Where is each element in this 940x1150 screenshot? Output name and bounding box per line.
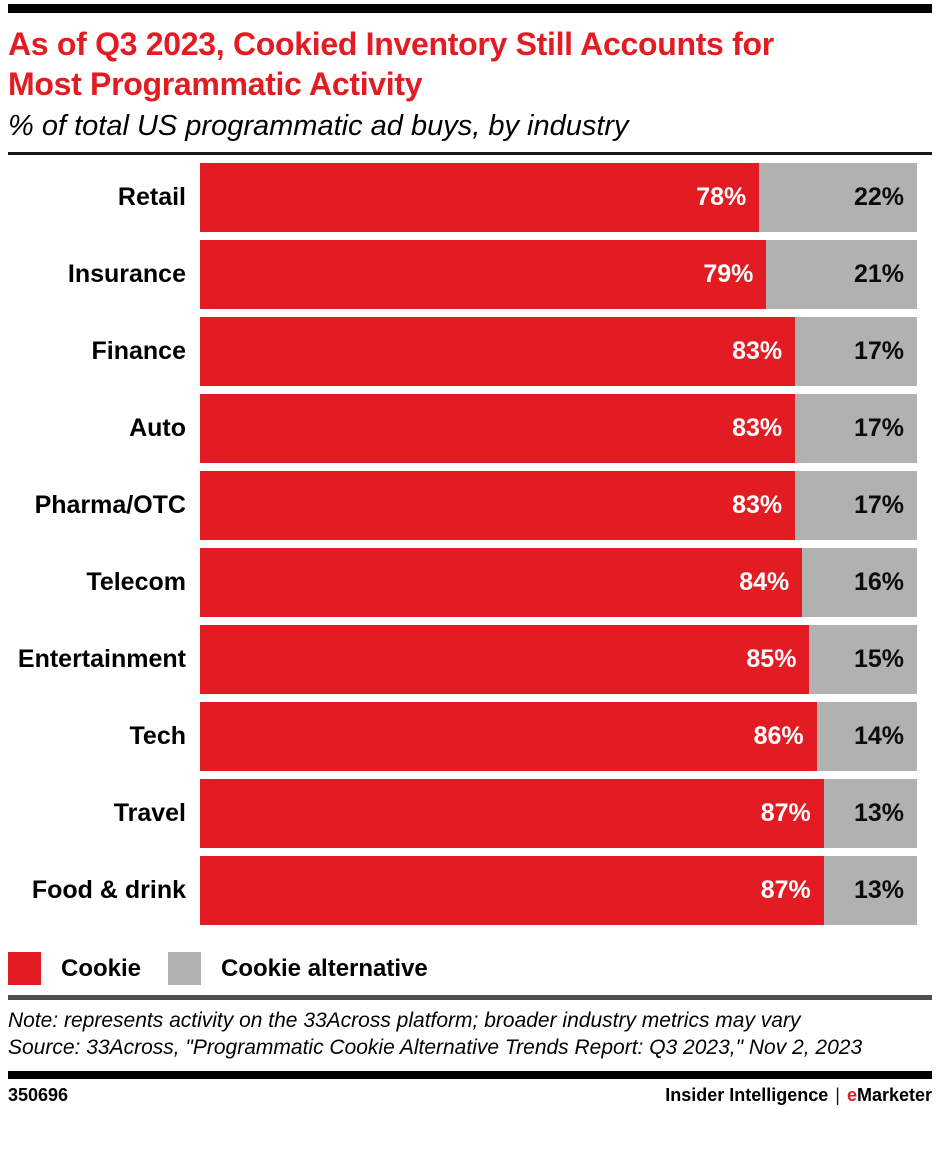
cookie-bar-segment: 83% bbox=[200, 471, 796, 540]
cookie-alternative-bar-segment: 17% bbox=[795, 471, 917, 540]
notes-divider bbox=[8, 995, 932, 1000]
category-label: Entertainment bbox=[17, 645, 186, 673]
cookie-alternative-bar-segment: 21% bbox=[766, 240, 917, 309]
cookie-alternative-bar-segment: 13% bbox=[823, 779, 917, 848]
emarketer-wordmark-e: e bbox=[846, 1085, 857, 1105]
brand-separator: | bbox=[835, 1085, 840, 1105]
cookie-legend-swatch bbox=[8, 952, 41, 985]
category-label: Food & drink bbox=[31, 876, 186, 904]
cookie-alternative-bar-segment: 17% bbox=[795, 317, 917, 386]
category-label: Tech bbox=[129, 722, 187, 750]
bar-track: 83% 17% bbox=[200, 317, 917, 386]
chart-page: As of Q3 2023, Cookied Inventory Still A… bbox=[0, 4, 940, 1106]
bar-row: Tech 86% 14% bbox=[8, 702, 917, 771]
category-label: Pharma/OTC bbox=[34, 491, 186, 519]
insider-intelligence-wordmark: Insider Intelligence bbox=[665, 1085, 829, 1105]
bar-track: 83% 17% bbox=[200, 471, 917, 540]
notes-block: Note: represents activity on the 33Acros… bbox=[8, 1007, 932, 1061]
cookie-bar-segment: 83% bbox=[200, 394, 796, 463]
cookie-alternative-bar-segment: 22% bbox=[759, 163, 917, 232]
bar-row: Finance 83% 17% bbox=[8, 317, 917, 386]
cookie-bar-segment: 84% bbox=[200, 548, 803, 617]
cookie-alternative-bar-segment: 17% bbox=[795, 394, 917, 463]
cookie-legend-label: Cookie bbox=[61, 954, 142, 982]
bar-row: Travel 87% 13% bbox=[8, 779, 917, 848]
cookie-bar-segment: 87% bbox=[200, 856, 824, 925]
bar-track: 78% 22% bbox=[200, 163, 917, 232]
footer-black-bar bbox=[8, 1071, 932, 1079]
chart-subtitle: % of total US programmatic ad buys, by i… bbox=[8, 110, 629, 142]
footer: 350696 Insider Intelligence | eMarketer bbox=[8, 1085, 932, 1106]
bar-row: Pharma/OTC 83% 17% bbox=[8, 471, 917, 540]
category-label: Finance bbox=[91, 337, 186, 365]
stacked-bar-chart: Retail 78% 22% Insurance 79% 21% Finance 83% 17%… bbox=[8, 163, 917, 925]
brand-lockup: Insider Intelligence | eMarketer bbox=[665, 1085, 932, 1106]
bar-row: Food & drink 87% 13% bbox=[8, 856, 917, 925]
category-label: Retail bbox=[117, 183, 186, 211]
cookie-alternative-bar-segment: 15% bbox=[809, 625, 917, 694]
category-label: Auto bbox=[129, 414, 186, 442]
page-title-line2: Most Programmatic Activity bbox=[8, 66, 423, 102]
cookie-alternative-bar-segment: 13% bbox=[823, 856, 917, 925]
cookie-bar-segment: 86% bbox=[200, 702, 817, 771]
cookie-alternative-bar-segment: 14% bbox=[816, 702, 917, 771]
bar-track: 86% 14% bbox=[200, 702, 917, 771]
emarketer-wordmark-rest: Marketer bbox=[856, 1085, 932, 1105]
bar-row: Entertainment 85% 15% bbox=[8, 625, 917, 694]
cookie-alternative-legend-swatch bbox=[168, 952, 202, 985]
bar-track: 84% 16% bbox=[200, 548, 917, 617]
category-label: Telecom bbox=[86, 568, 186, 596]
cookie-bar-segment: 79% bbox=[200, 240, 767, 309]
bar-track: 83% 17% bbox=[200, 394, 917, 463]
note-text: Note: represents activity on the 33Acros… bbox=[8, 1009, 801, 1032]
page-title: As of Q3 2023, Cookied Inventory Still A… bbox=[8, 24, 932, 104]
chart-id: 350696 bbox=[8, 1085, 69, 1105]
source-text: Source: 33Across, "Programmatic Cookie A… bbox=[8, 1036, 863, 1059]
bar-track: 85% 15% bbox=[200, 625, 917, 694]
bar-track: 87% 13% bbox=[200, 856, 917, 925]
chart-legend: Cookie Cookie alternative bbox=[8, 952, 932, 985]
bar-row: Auto 83% 17% bbox=[8, 394, 917, 463]
cookie-bar-segment: 83% bbox=[200, 317, 796, 386]
page-title-line1: As of Q3 2023, Cookied Inventory Still A… bbox=[8, 26, 774, 62]
bar-row: Telecom 84% 16% bbox=[8, 548, 917, 617]
cookie-alternative-bar-segment: 16% bbox=[802, 548, 917, 617]
bar-track: 87% 13% bbox=[200, 779, 917, 848]
bar-track: 79% 21% bbox=[200, 240, 917, 309]
bar-row: Insurance 79% 21% bbox=[8, 240, 917, 309]
cookie-bar-segment: 78% bbox=[200, 163, 760, 232]
top-black-bar bbox=[8, 4, 932, 13]
cookie-bar-segment: 87% bbox=[200, 779, 824, 848]
header-divider bbox=[8, 152, 932, 155]
category-label: Insurance bbox=[67, 260, 186, 288]
cookie-alternative-legend-label: Cookie alternative bbox=[221, 954, 428, 982]
cookie-bar-segment: 85% bbox=[200, 625, 810, 694]
bar-row: Retail 78% 22% bbox=[8, 163, 917, 232]
category-label: Travel bbox=[113, 799, 186, 827]
